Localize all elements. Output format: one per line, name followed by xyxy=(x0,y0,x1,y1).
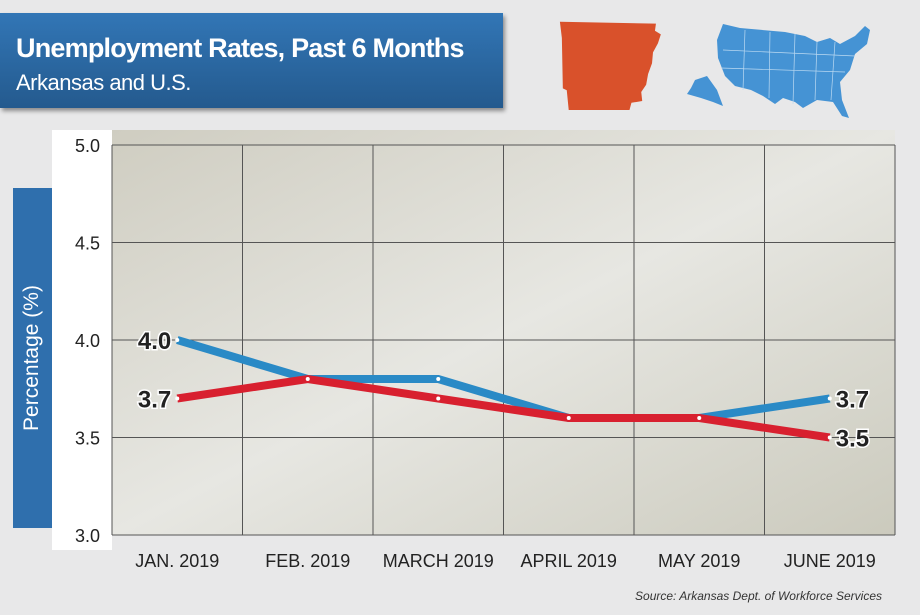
chart-title: Unemployment Rates, Past 6 Months xyxy=(16,33,465,63)
data-point xyxy=(436,396,441,401)
data-point xyxy=(175,396,180,401)
y-tick-label: 4.5 xyxy=(75,234,100,254)
series-line-arkansas xyxy=(176,374,831,442)
title-banner: Unemployment Rates, Past 6 Months Arkans… xyxy=(0,13,503,108)
data-point xyxy=(305,377,310,381)
data-point xyxy=(827,435,832,440)
data-label-us-end: 3.7 xyxy=(836,387,869,414)
data-point xyxy=(175,338,180,342)
maps xyxy=(559,21,870,118)
y-tick-label: 4.0 xyxy=(75,331,100,351)
y-tick-label: 3.0 xyxy=(75,526,100,546)
data-label-arkansas-end: 3.5 xyxy=(836,426,869,453)
chart-subtitle: Arkansas and U.S. xyxy=(16,70,191,95)
x-tick-label: JUNE 2019 xyxy=(784,551,876,571)
x-tick-label: FEB. 2019 xyxy=(265,551,350,571)
x-tick-label: MAY 2019 xyxy=(658,551,740,571)
data-point xyxy=(566,416,571,420)
y-axis-label-box xyxy=(13,188,52,528)
x-tick-label: JAN. 2019 xyxy=(135,551,219,571)
x-tick-label: MARCH 2019 xyxy=(383,551,494,571)
us-map-icon xyxy=(687,24,870,118)
series-line-us xyxy=(176,336,831,422)
data-point xyxy=(827,396,832,401)
y-tick-label: 3.5 xyxy=(75,429,100,449)
arkansas-map-icon xyxy=(559,21,661,110)
data-label-arkansas-start: 3.7 xyxy=(138,387,171,414)
data-label-us-start: 4.0 xyxy=(138,328,171,355)
data-point xyxy=(697,416,702,420)
source-note: Source: Arkansas Dept. of Workforce Serv… xyxy=(635,589,882,603)
data-point xyxy=(436,377,441,381)
y-axis-panel xyxy=(52,130,112,550)
y-tick-label: 5.0 xyxy=(75,136,100,156)
state-borders xyxy=(720,29,856,105)
x-tick-label: APRIL 2019 xyxy=(521,551,617,571)
